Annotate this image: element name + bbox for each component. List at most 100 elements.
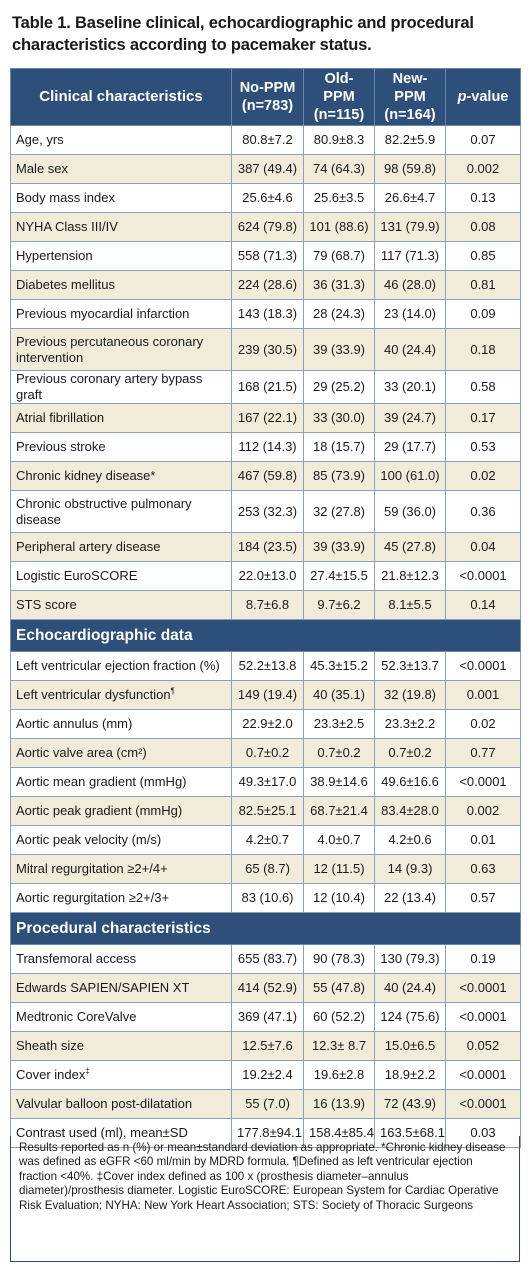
row-label-text: Contrast used (ml), mean±SD bbox=[16, 1125, 188, 1140]
old-ppm-value: 19.6±2.8 bbox=[303, 1060, 375, 1090]
row-label: Sheath size bbox=[10, 1031, 232, 1061]
table-row: Aortic mean gradient (mmHg) 49.3±17.0 38.9… bbox=[10, 767, 521, 797]
row-label-text: Aortic peak gradient (mmHg) bbox=[16, 803, 183, 818]
new-ppm-value: 21.8±12.3 bbox=[374, 561, 446, 591]
old-ppm-value: 101 (88.6) bbox=[303, 212, 375, 242]
row-label: Mitral regurgitation ≥2+/4+ bbox=[10, 854, 232, 884]
table-row: Previous percutaneous coronary intervent… bbox=[10, 328, 521, 371]
table-title: Table 1. Baseline clinical, echocardiogr… bbox=[12, 14, 474, 54]
header-no-ppm-count: (n=783) bbox=[241, 98, 294, 114]
table-row: Logistic EuroSCORE 22.0±13.0 27.4±15.5 21.8… bbox=[10, 561, 521, 591]
old-ppm-value: 28 (24.3) bbox=[303, 299, 375, 329]
old-ppm-value: 12.3± 8.7 bbox=[303, 1031, 375, 1061]
new-ppm-value: 83.4±28.0 bbox=[374, 796, 446, 826]
row-label-text: Edwards SAPIEN/SAPIEN XT bbox=[16, 980, 190, 995]
row-label: NYHA Class III/IV bbox=[10, 212, 232, 242]
p-value: 0.052 bbox=[445, 1031, 521, 1061]
no-ppm-value: 82.5±25.1 bbox=[231, 796, 304, 826]
row-label: Aortic mean gradient (mmHg) bbox=[10, 767, 232, 797]
row-label-text: Previous percutaneous coronary intervent… bbox=[16, 333, 204, 365]
row-label: Left ventricular ejection fraction (%) bbox=[10, 651, 232, 681]
row-label: Aortic peak gradient (mmHg) bbox=[10, 796, 232, 826]
row-label-text: Transfemoral access bbox=[16, 951, 137, 966]
new-ppm-value: 72 (43.9) bbox=[374, 1089, 446, 1119]
p-value: 0.53 bbox=[445, 432, 521, 462]
p-value: 0.14 bbox=[445, 590, 521, 620]
no-ppm-value: 80.8±7.2 bbox=[231, 125, 304, 155]
section-echocardiographic-title: Echocardiographic data bbox=[10, 619, 521, 652]
table-row: Cover index‡ 19.2±2.4 19.6±2.8 18.9±2.2 <0.0… bbox=[10, 1060, 521, 1090]
baseline-characteristics-table: Clinical characteristics No-PPM (n=783) O… bbox=[10, 68, 521, 1148]
no-ppm-value: 177.8±94.1 bbox=[231, 1118, 304, 1148]
row-label: Contrast used (ml), mean±SD bbox=[10, 1118, 232, 1148]
row-label-text: Left ventricular ejection fraction (%) bbox=[16, 658, 220, 673]
no-ppm-value: 167 (22.1) bbox=[231, 403, 304, 433]
header-new-ppm-name: New-PPM bbox=[392, 71, 428, 105]
table-row: Medtronic CoreValve 369 (47.1) 60 (52.2) 12… bbox=[10, 1002, 521, 1032]
old-ppm-value: 68.7±21.4 bbox=[303, 796, 375, 826]
row-label-text: Male sex bbox=[16, 161, 69, 176]
row-label: Previous percutaneous coronary intervent… bbox=[10, 328, 232, 371]
row-label-text: Left ventricular dysfunction bbox=[16, 687, 171, 702]
table-row: STS score 8.7±6.8 9.7±6.2 8.1±5.5 0.14 bbox=[10, 590, 521, 620]
new-ppm-value: 52.3±13.7 bbox=[374, 651, 446, 681]
row-label-text: Aortic peak velocity (m/s) bbox=[16, 832, 162, 847]
header-p-italic: p bbox=[457, 89, 467, 105]
p-value: 0.36 bbox=[445, 490, 521, 533]
no-ppm-value: 22.9±2.0 bbox=[231, 709, 304, 739]
old-ppm-value: 12 (10.4) bbox=[303, 883, 375, 913]
row-label-text: Previous coronary artery bypass graft bbox=[16, 371, 203, 402]
row-label: Peripheral artery disease bbox=[10, 532, 232, 562]
no-ppm-value: 624 (79.8) bbox=[231, 212, 304, 242]
row-label-text: Aortic mean gradient (mmHg) bbox=[16, 774, 187, 789]
row-label-text: Mitral regurgitation ≥2+/4+ bbox=[16, 861, 168, 876]
row-label: Aortic annulus (mm) bbox=[10, 709, 232, 739]
table-row: Aortic annulus (mm) 22.9±2.0 23.3±2.5 23.3±… bbox=[10, 709, 521, 739]
new-ppm-value: 4.2±0.6 bbox=[374, 825, 446, 855]
old-ppm-value: 27.4±15.5 bbox=[303, 561, 375, 591]
row-label-text: Logistic EuroSCORE bbox=[16, 568, 138, 583]
old-ppm-value: 158.4±85.4 bbox=[303, 1118, 375, 1148]
row-label-text: Medtronic CoreValve bbox=[16, 1009, 137, 1024]
row-label-text: Diabetes mellitus bbox=[16, 277, 115, 292]
table-row: Mitral regurgitation ≥2+/4+ 65 (8.7) 12 (1… bbox=[10, 854, 521, 884]
p-value: <0.0001 bbox=[445, 767, 521, 797]
no-ppm-value: 253 (32.3) bbox=[231, 490, 304, 533]
no-ppm-value: 65 (8.7) bbox=[231, 854, 304, 884]
row-label: Medtronic CoreValve bbox=[10, 1002, 232, 1032]
no-ppm-value: 22.0±13.0 bbox=[231, 561, 304, 591]
row-label-text: Cover index bbox=[16, 1067, 86, 1082]
no-ppm-value: 4.2±0.7 bbox=[231, 825, 304, 855]
p-value: <0.0001 bbox=[445, 1002, 521, 1032]
new-ppm-value: 14 (9.3) bbox=[374, 854, 446, 884]
header-new-ppm-count: (n=164) bbox=[384, 107, 436, 123]
new-ppm-value: 163.5±68.1 bbox=[374, 1118, 446, 1148]
no-ppm-value: 224 (28.6) bbox=[231, 270, 304, 300]
table-row: Edwards SAPIEN/SAPIEN XT 414 (52.9) 55 (47… bbox=[10, 973, 521, 1003]
old-ppm-value: 32 (27.8) bbox=[303, 490, 375, 533]
new-ppm-value: 33 (20.1) bbox=[374, 370, 446, 404]
table-row: Sheath size 12.5±7.6 12.3± 8.7 15.0±6.5 0.05… bbox=[10, 1031, 521, 1061]
p-value: 0.07 bbox=[445, 125, 521, 155]
old-ppm-value: 29 (25.2) bbox=[303, 370, 375, 404]
row-label-text: Aortic annulus (mm) bbox=[16, 716, 133, 731]
table-row: Previous myocardial infarction 143 (18.3)… bbox=[10, 299, 521, 329]
new-ppm-value: 8.1±5.5 bbox=[374, 590, 446, 620]
new-ppm-value: 45 (27.8) bbox=[374, 532, 446, 562]
row-label: Left ventricular dysfunction¶ bbox=[10, 680, 232, 710]
section-procedural: Procedural characteristics bbox=[10, 912, 521, 945]
new-ppm-value: 59 (36.0) bbox=[374, 490, 446, 533]
p-value: <0.0001 bbox=[445, 1060, 521, 1090]
no-ppm-value: 467 (59.8) bbox=[231, 461, 304, 491]
row-label-text: Sheath size bbox=[16, 1038, 84, 1053]
old-ppm-value: 38.9±14.6 bbox=[303, 767, 375, 797]
table-row: Age, yrs 80.8±7.2 80.9±8.3 82.2±5.9 0.07 bbox=[10, 125, 521, 155]
row-label-text: Body mass index bbox=[16, 190, 115, 205]
footnote-marker: ‡ bbox=[85, 1066, 90, 1076]
section-procedural-title: Procedural characteristics bbox=[10, 912, 521, 945]
no-ppm-value: 0.7±0.2 bbox=[231, 738, 304, 768]
new-ppm-value: 29 (17.7) bbox=[374, 432, 446, 462]
no-ppm-value: 184 (23.5) bbox=[231, 532, 304, 562]
table-row: Body mass index 25.6±4.6 25.6±3.5 26.6±4.7 0… bbox=[10, 183, 521, 213]
p-value: 0.17 bbox=[445, 403, 521, 433]
